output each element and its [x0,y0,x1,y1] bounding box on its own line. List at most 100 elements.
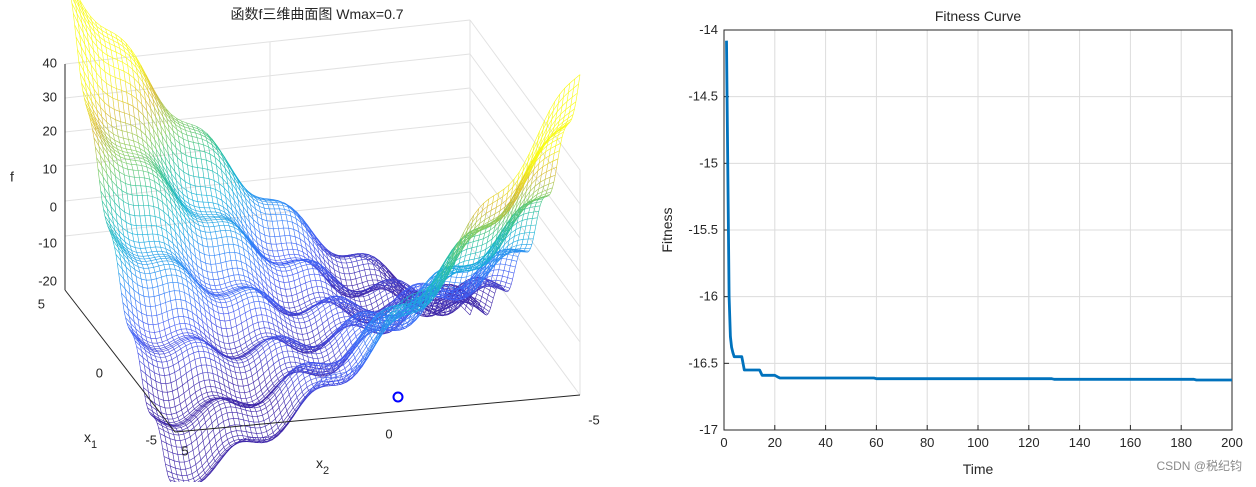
mesh-segment [205,187,210,188]
mesh-segment [212,196,217,198]
mesh-segment [265,309,270,311]
mesh-segment [210,188,215,190]
mesh-segment [206,160,211,162]
mesh-segment [149,267,154,268]
mesh-segment [123,168,128,170]
mesh-segment [242,298,247,300]
mesh-segment [296,244,301,246]
mesh-segment [304,276,305,282]
mesh-segment [182,353,183,359]
mesh-segment [185,323,186,329]
mesh-segment [152,262,157,263]
mesh-segment [130,145,131,150]
mesh-segment [282,295,287,296]
mesh-segment [199,380,204,382]
mesh-segment [282,221,283,228]
mesh-segment [240,254,241,262]
mesh-segment [211,264,212,272]
mesh-segment [181,300,186,301]
mesh-segment [241,262,246,265]
mesh-segment [302,289,307,291]
mesh-segment [162,314,163,323]
mesh-segment [195,359,196,367]
mesh-segment [294,263,295,265]
mesh-segment [159,242,164,244]
mesh-segment [188,411,189,414]
mesh-segment [159,266,160,271]
mesh-segment [249,304,250,311]
mesh-segment [187,135,192,136]
mesh-segment [160,375,161,383]
mesh-segment [250,308,255,310]
mesh-segment [116,120,117,129]
mesh-segment [194,176,195,186]
mesh-segment [199,207,200,211]
mesh-segment [181,329,182,333]
mesh-segment [241,262,242,270]
mesh-segment [290,258,291,260]
mesh-segment [263,227,268,229]
mesh-segment [190,392,195,396]
mesh-segment [313,293,314,298]
mesh-segment [127,232,132,234]
mesh-segment [182,406,187,410]
mesh-segment [113,98,114,109]
mesh-segment [199,177,200,186]
mesh-segment [190,396,191,402]
mesh-segment [156,260,157,263]
mesh-segment [293,302,294,307]
mesh-segment [229,226,230,231]
mesh-segment [182,162,187,165]
mesh-segment [198,375,199,383]
mesh-segment [252,343,253,345]
mesh-segment [208,223,209,227]
mesh-segment [153,325,154,333]
mesh-segment [151,261,152,264]
mesh-segment [140,304,145,306]
mesh-segment [118,100,123,102]
mesh-segment [199,252,200,261]
mesh-segment [177,410,182,413]
mesh-segment [195,392,196,398]
mesh-segment [313,292,318,293]
mesh-segment [210,232,215,233]
mesh-segment [167,362,168,368]
mesh-segment [124,71,125,81]
mesh-segment [356,279,357,285]
mesh-segment [189,355,190,362]
mesh-segment [160,271,161,277]
mesh-segment [208,169,209,178]
mesh-segment [290,265,295,267]
mesh-segment [202,269,207,271]
mesh-segment [368,264,369,269]
mesh-segment [198,168,203,169]
mesh-segment [205,152,210,154]
mesh-segment [284,265,285,267]
mesh-segment [224,343,225,349]
mesh-segment [170,407,175,408]
mesh-segment [184,293,185,302]
mesh-segment [167,310,172,312]
mesh-segment [162,362,167,363]
mesh-segment [130,84,131,95]
mesh-segment [226,262,227,270]
mesh-segment [212,366,213,373]
mesh-segment [150,306,155,307]
mesh-segment [214,226,215,231]
mesh-segment [208,247,209,256]
mesh-segment [280,260,281,262]
mesh-segment [133,234,138,235]
mesh-segment [209,256,210,265]
mesh-segment [295,237,300,239]
mesh-segment [285,258,290,259]
mesh-segment [169,264,174,265]
mesh-segment [357,261,358,266]
mesh-segment [170,269,175,270]
mesh-segment [144,242,145,248]
mesh-segment [145,306,146,316]
mesh-segment [204,208,205,212]
mesh-segment [280,236,285,237]
mesh-segment [129,177,130,186]
mesh-segment [176,380,177,388]
mesh-segment [236,346,241,348]
